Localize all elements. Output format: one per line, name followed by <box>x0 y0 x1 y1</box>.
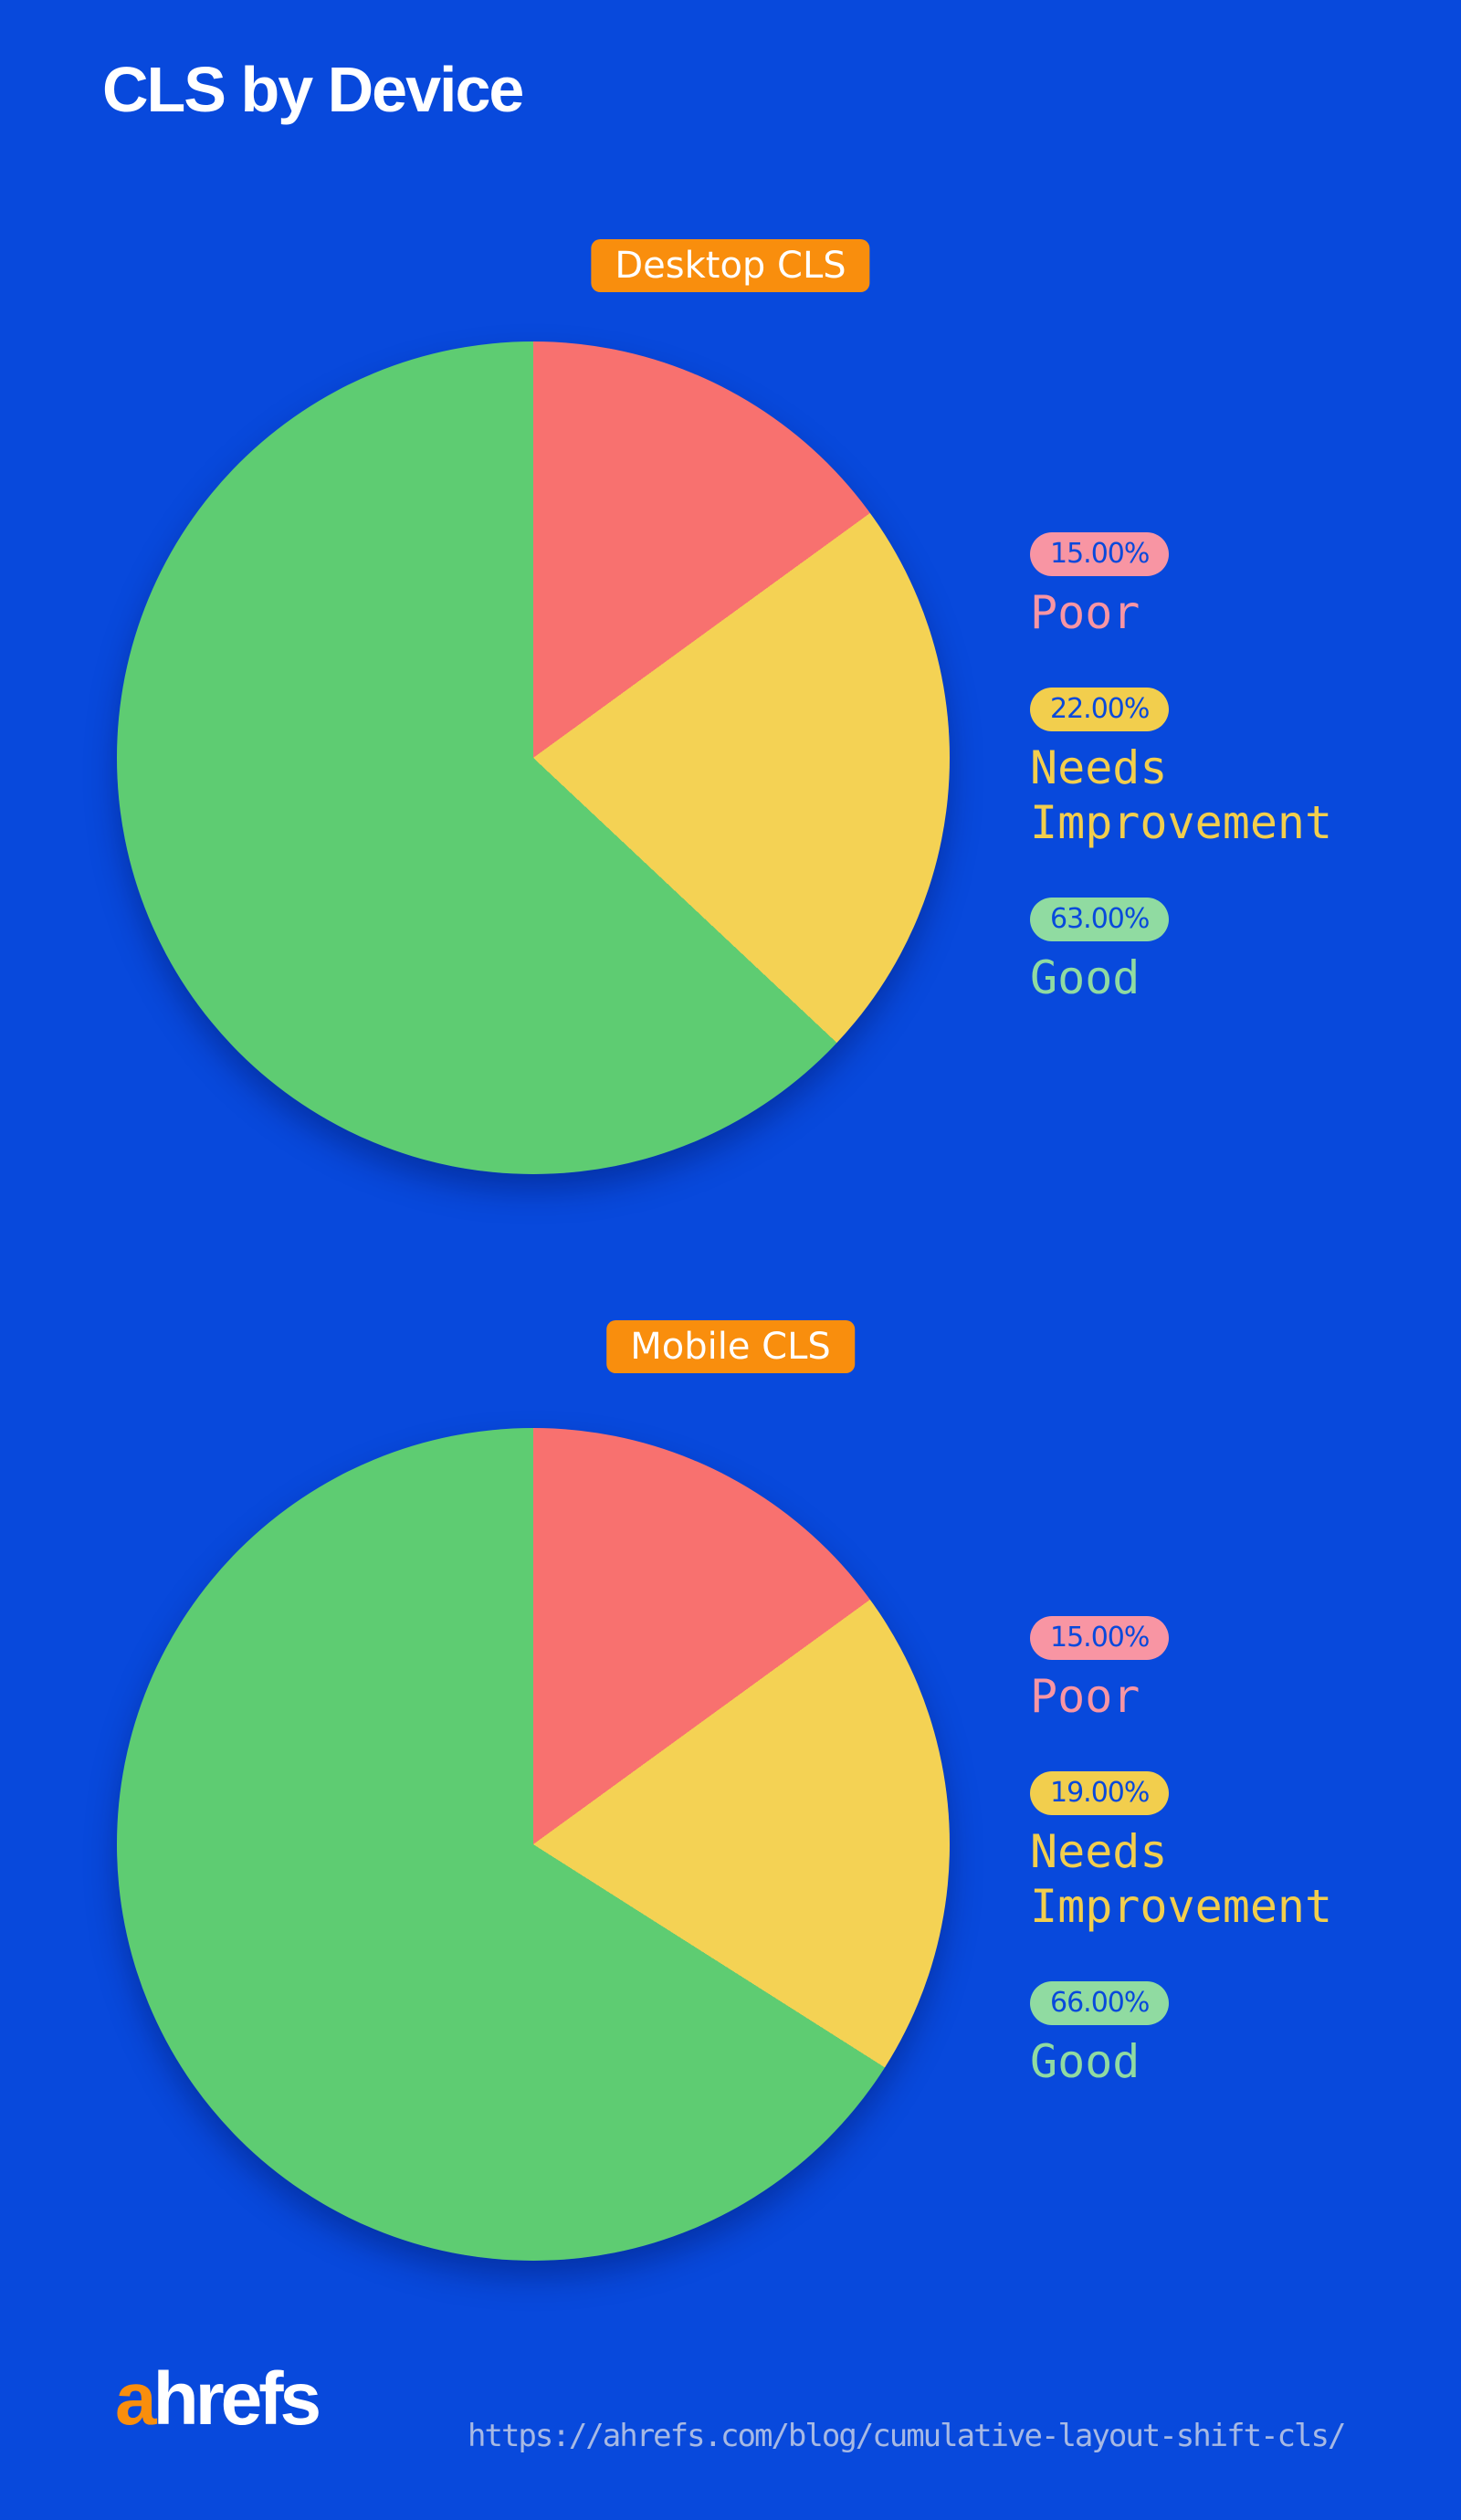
poor-label: Poor <box>1030 1670 1140 1723</box>
page-title: CLS by Device <box>102 54 524 125</box>
legend-item: 63.00% Good <box>1030 898 1432 1005</box>
poor-value-pill: 15.00% <box>1030 1616 1170 1660</box>
needs-improvement-value-pill: 22.00% <box>1030 688 1170 731</box>
good-label: Good <box>1030 951 1140 1004</box>
needs-improvement-value-pill: 19.00% <box>1030 1771 1170 1815</box>
ahrefs-logo-accent: a <box>115 2357 157 2441</box>
source-url: https://ahrefs.com/blog/cumulative-layou… <box>468 2418 1346 2454</box>
desktop-chart-title-badge: Desktop CLS <box>591 239 870 292</box>
good-label: Good <box>1030 2035 1140 2088</box>
legend-item: 19.00% Needs Improvement <box>1030 1771 1432 1934</box>
needs-improvement-label: Needs Improvement <box>1030 1825 1333 1933</box>
needs-improvement-label: Needs Improvement <box>1030 741 1333 849</box>
legend-item: 22.00% Needs Improvement <box>1030 688 1432 850</box>
poor-value-pill: 15.00% <box>1030 532 1170 576</box>
legend-item: 66.00% Good <box>1030 1981 1432 2089</box>
good-value-pill: 63.00% <box>1030 898 1170 941</box>
poor-label: Poor <box>1030 586 1140 639</box>
legend-item: 15.00% Poor <box>1030 532 1432 640</box>
legend-item: 15.00% Poor <box>1030 1616 1432 1724</box>
mobile-chart-title-badge: Mobile CLS <box>606 1320 855 1373</box>
ahrefs-logo-rest: hrefs <box>152 2357 322 2441</box>
desktop-pie-chart <box>117 341 950 1174</box>
mobile-pie-chart <box>117 1428 950 2261</box>
ahrefs-logo: ahrefs <box>115 2362 321 2437</box>
mobile-legend: 15.00% Poor 19.00% Needs Improvement 66.… <box>1030 1616 1432 2137</box>
good-value-pill: 66.00% <box>1030 1981 1170 2025</box>
desktop-legend: 15.00% Poor 22.00% Needs Improvement 63.… <box>1030 532 1432 1053</box>
